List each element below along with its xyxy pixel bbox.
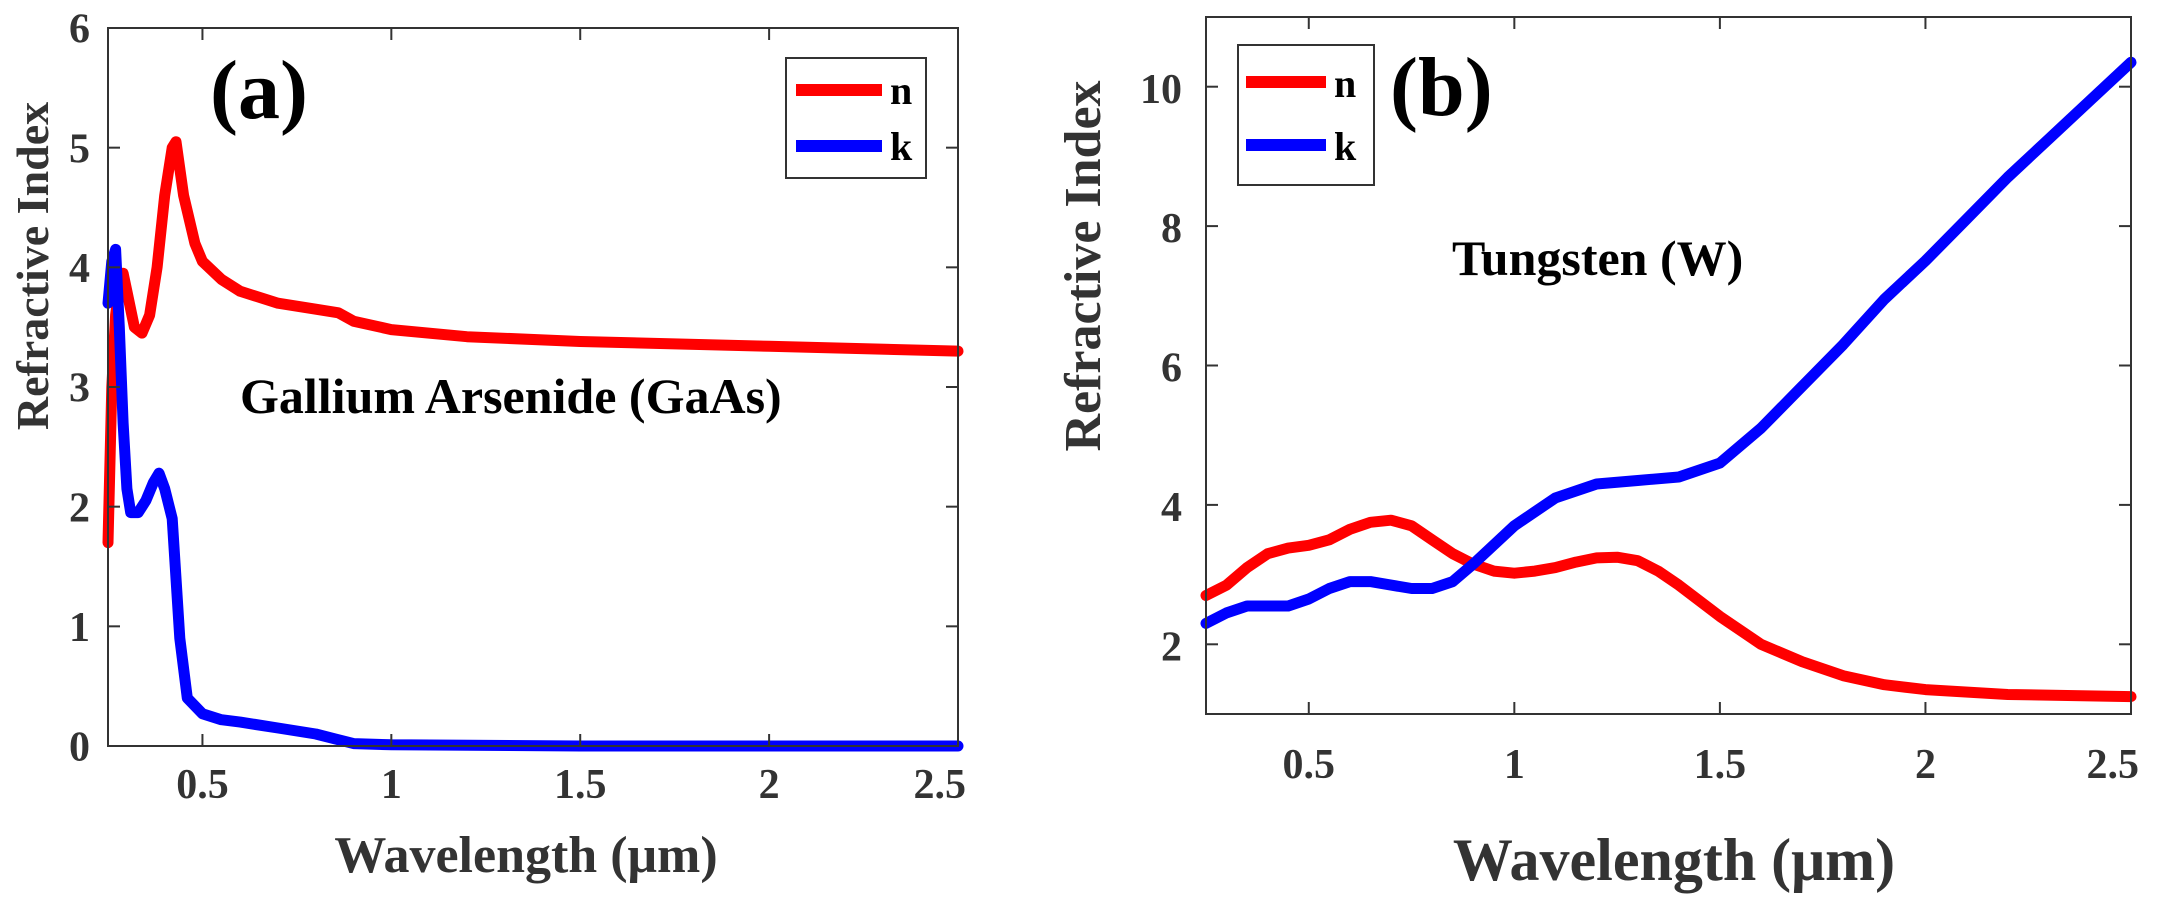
- x-tick-label: 1: [381, 762, 402, 808]
- panel-b-chart: Refractive Index Wavelength (μm) 246810 …: [1055, 16, 2139, 893]
- y-axis-label: Refractive Index: [7, 102, 58, 430]
- y-tick-label: 4: [69, 246, 90, 292]
- legend-box: [785, 57, 927, 179]
- legend-box: [1237, 44, 1375, 186]
- legend-label-n: n: [1334, 61, 1356, 106]
- legend-label-k: k: [1334, 124, 1357, 169]
- tick-marks: [1206, 17, 2132, 714]
- y-tick-label: 4: [1161, 485, 1182, 531]
- legend: n k: [1237, 44, 1375, 186]
- y-axis-label: Refractive Index: [1055, 80, 1112, 451]
- material-annotation: Gallium Arsenide (GaAs): [240, 368, 782, 424]
- y-tick-label: 10: [1140, 67, 1182, 113]
- series-group: [102, 136, 964, 752]
- tick-marks: [108, 27, 959, 747]
- series-line-n: [1200, 514, 2137, 703]
- x-tick-labels: 0.5 1 1.5 2 2.5: [1283, 742, 2139, 788]
- y-tick-label: 3: [69, 366, 90, 412]
- x-tick-label: 1.5: [554, 762, 607, 808]
- x-tick-label: 2.5: [2087, 742, 2140, 788]
- y-tick-label: 5: [69, 126, 90, 172]
- legend-label-k: k: [890, 124, 913, 169]
- panel-label: (b): [1390, 41, 1493, 134]
- legend-label-n: n: [890, 68, 912, 113]
- y-tick-labels: 2 4 6 8 10: [1140, 67, 1182, 671]
- y-tick-label: 8: [1161, 206, 1182, 252]
- x-tick-labels: 0.5 1 1.5 2 2.5: [176, 762, 966, 808]
- series-group: [1200, 56, 2137, 703]
- x-tick-label: 0.5: [176, 762, 229, 808]
- series-line-k: [102, 243, 964, 752]
- x-tick-label: 1: [1504, 742, 1525, 788]
- x-tick-label: 2: [1915, 742, 1936, 788]
- y-tick-label: 6: [1161, 346, 1182, 392]
- x-tick-label: 2: [759, 762, 780, 808]
- panel-a-chart: Refractive Index Wavelength (μm) 0 1 2 3 4 5 6…: [7, 7, 966, 884]
- y-tick-label: 2: [1161, 624, 1182, 670]
- material-annotation: Tungsten (W): [1452, 230, 1743, 286]
- x-axis-label: Wavelength (μm): [1453, 827, 1895, 893]
- legend: n k: [785, 57, 927, 179]
- y-tick-labels: 0 1 2 3 4 5 6: [69, 7, 90, 771]
- y-tick-label: 1: [69, 605, 90, 651]
- x-tick-label: 1.5: [1694, 742, 1747, 788]
- y-tick-label: 6: [69, 7, 90, 53]
- y-tick-label: 0: [69, 725, 90, 771]
- y-tick-label: 2: [69, 485, 90, 531]
- series-line-k: [1200, 56, 2137, 629]
- x-axis-label: Wavelength (μm): [334, 827, 717, 884]
- series-line-n: [102, 136, 964, 549]
- x-tick-label: 0.5: [1283, 742, 1336, 788]
- x-tick-label: 2.5: [914, 762, 967, 808]
- panel-label: (a): [210, 44, 308, 137]
